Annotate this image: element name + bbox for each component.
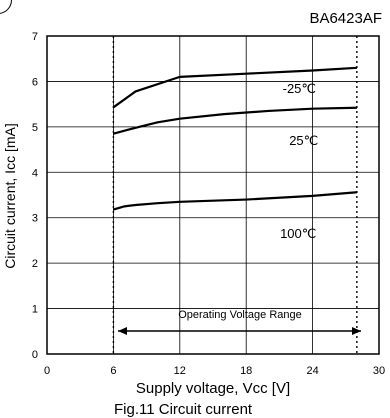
x-axis-label: Supply voltage, Vcc [V] bbox=[136, 380, 290, 397]
series-label: 100℃ bbox=[280, 226, 316, 241]
operating-range-label: Operating Voltage Range bbox=[178, 309, 302, 321]
series-label: 25℃ bbox=[289, 133, 318, 148]
plot-frame bbox=[46, 35, 380, 355]
y-tick-label: 2 bbox=[32, 258, 38, 270]
series-label: -25℃ bbox=[283, 81, 316, 96]
x-tick-label: 18 bbox=[240, 365, 252, 377]
y-tick-label: 0 bbox=[32, 349, 38, 361]
y-tick-label: 3 bbox=[32, 213, 38, 225]
y-tick-label: 7 bbox=[32, 31, 38, 43]
series-line bbox=[113, 106, 357, 135]
range-arrow-left bbox=[118, 327, 127, 335]
x-tick-label: 0 bbox=[44, 365, 50, 377]
x-tick-label: 24 bbox=[306, 365, 318, 377]
y-tick-label: 4 bbox=[32, 167, 38, 179]
y-tick-label: 6 bbox=[32, 76, 38, 88]
y-tick-label: 1 bbox=[32, 304, 38, 316]
x-tick-label: 30 bbox=[373, 365, 385, 377]
series-line bbox=[113, 191, 357, 211]
grid-lines bbox=[47, 36, 379, 354]
range-arrow-right bbox=[352, 327, 361, 335]
part-number: BA6423AF bbox=[309, 10, 382, 27]
y-axis-label: Circuit current, Icc [mA] bbox=[2, 123, 18, 268]
series-labels: -25℃ 25℃ 100℃ bbox=[280, 81, 318, 241]
series-line bbox=[112, 66, 357, 109]
figure-caption: Fig.11 Circuit current bbox=[114, 401, 253, 418]
x-tick-label: 12 bbox=[174, 365, 186, 377]
x-tick-label: 6 bbox=[110, 365, 116, 377]
series-lines bbox=[112, 66, 357, 211]
operating-range-markers bbox=[112, 36, 358, 354]
y-tick-label: 5 bbox=[32, 122, 38, 134]
